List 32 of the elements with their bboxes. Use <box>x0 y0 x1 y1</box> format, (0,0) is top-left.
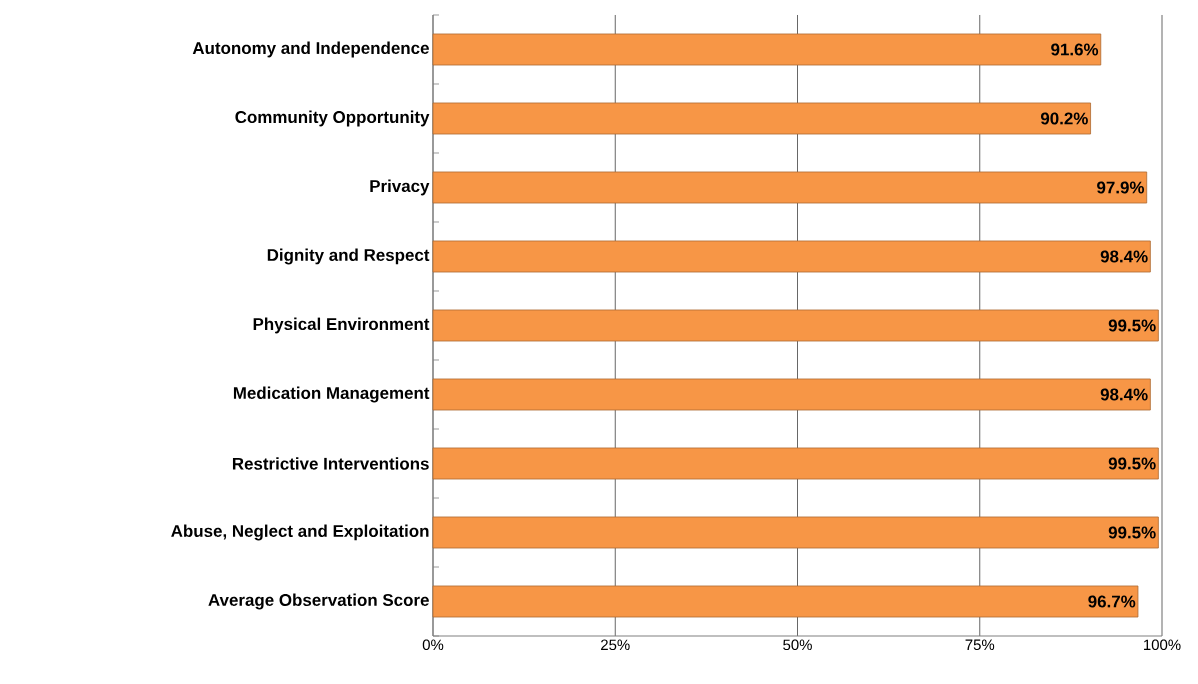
x-tick-label: 100% <box>1144 639 1181 651</box>
data-label: 99.5% <box>1108 526 1156 539</box>
y-tick-label: Restrictive Interventions <box>232 457 429 470</box>
bar <box>432 102 1091 135</box>
bar <box>432 309 1159 342</box>
y-tick-label: Average Observation Score <box>208 593 429 610</box>
x-tick-label: 25% <box>601 639 630 651</box>
y-tick-label: Medication Management <box>233 386 430 403</box>
data-label: 90.2% <box>1040 112 1088 125</box>
data-label: 99.5% <box>1108 457 1156 470</box>
bar <box>432 240 1151 273</box>
y-tick-label: Community Opportunity <box>235 110 430 127</box>
y-tick-label: Privacy <box>370 179 430 196</box>
bar <box>432 33 1102 66</box>
x-tick-label: 75% <box>965 639 995 651</box>
y-tick-label: Dignity and Respect <box>267 248 430 265</box>
data-label: 98.4% <box>1100 388 1148 401</box>
bar <box>432 171 1148 204</box>
data-label: 98.4% <box>1100 250 1148 263</box>
y-tick-label: Physical Environment <box>253 317 430 334</box>
data-label: 97.9% <box>1097 181 1145 194</box>
data-label: 91.6% <box>1051 43 1099 56</box>
x-tick-label: 0% <box>422 639 444 651</box>
bar <box>432 516 1159 549</box>
x-tick-label: 50% <box>783 639 812 651</box>
y-tick-label: Abuse, Neglect and Exploitation <box>171 524 429 541</box>
bar <box>432 378 1151 411</box>
data-label: 96.7% <box>1088 595 1136 608</box>
data-label: 99.5% <box>1108 319 1156 332</box>
y-tick-label: Autonomy and Independence <box>192 41 429 58</box>
bar <box>432 585 1139 618</box>
bar <box>432 447 1159 480</box>
